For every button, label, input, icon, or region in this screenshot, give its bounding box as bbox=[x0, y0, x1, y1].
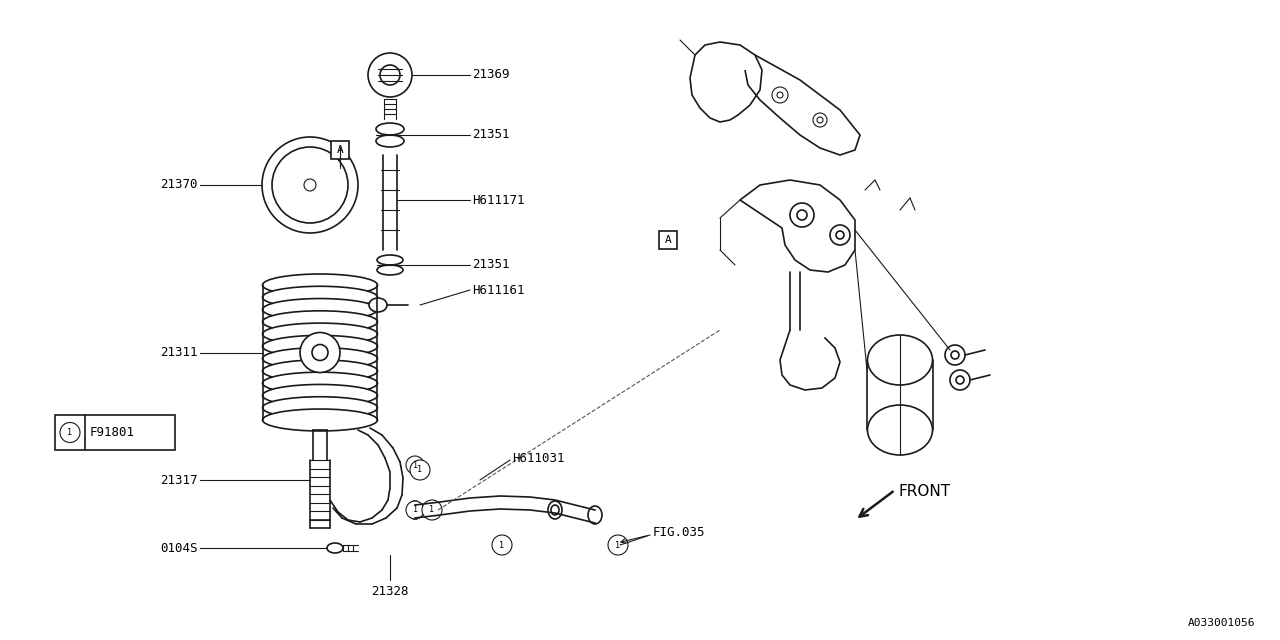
Circle shape bbox=[60, 422, 79, 442]
Text: 1: 1 bbox=[499, 541, 504, 550]
Text: 1: 1 bbox=[412, 506, 417, 515]
Text: FRONT: FRONT bbox=[899, 484, 950, 499]
Text: A: A bbox=[337, 145, 343, 155]
Ellipse shape bbox=[262, 335, 378, 357]
Text: H611171: H611171 bbox=[472, 193, 525, 207]
Circle shape bbox=[956, 376, 964, 384]
Polygon shape bbox=[740, 180, 855, 272]
Circle shape bbox=[813, 113, 827, 127]
Ellipse shape bbox=[411, 505, 419, 515]
Circle shape bbox=[262, 137, 358, 233]
Ellipse shape bbox=[369, 298, 387, 312]
Circle shape bbox=[777, 92, 783, 98]
Polygon shape bbox=[690, 42, 762, 122]
Ellipse shape bbox=[262, 385, 378, 406]
Text: 1: 1 bbox=[68, 428, 73, 437]
Ellipse shape bbox=[378, 255, 403, 265]
Circle shape bbox=[406, 501, 424, 519]
Circle shape bbox=[945, 345, 965, 365]
Ellipse shape bbox=[378, 265, 403, 275]
Circle shape bbox=[422, 500, 442, 520]
Ellipse shape bbox=[262, 372, 378, 394]
Circle shape bbox=[410, 460, 430, 480]
Circle shape bbox=[300, 333, 340, 372]
Bar bbox=[659, 231, 677, 249]
Text: 21370: 21370 bbox=[160, 179, 198, 191]
Text: A033001056: A033001056 bbox=[1188, 618, 1254, 628]
Ellipse shape bbox=[548, 501, 562, 519]
Circle shape bbox=[797, 210, 806, 220]
Ellipse shape bbox=[262, 409, 378, 431]
Text: H611031: H611031 bbox=[512, 451, 564, 465]
Ellipse shape bbox=[376, 123, 404, 135]
Ellipse shape bbox=[588, 506, 602, 524]
Ellipse shape bbox=[550, 505, 559, 515]
Circle shape bbox=[312, 344, 328, 360]
Text: 1: 1 bbox=[412, 461, 417, 470]
Circle shape bbox=[836, 231, 844, 239]
Circle shape bbox=[406, 456, 424, 474]
Circle shape bbox=[608, 535, 628, 555]
Circle shape bbox=[817, 117, 823, 123]
Circle shape bbox=[790, 203, 814, 227]
Ellipse shape bbox=[868, 335, 933, 385]
Ellipse shape bbox=[262, 274, 378, 296]
Circle shape bbox=[492, 535, 512, 555]
Ellipse shape bbox=[262, 360, 378, 382]
Circle shape bbox=[380, 65, 399, 85]
Text: F91801: F91801 bbox=[90, 426, 134, 439]
Circle shape bbox=[273, 147, 348, 223]
Ellipse shape bbox=[262, 286, 378, 308]
Text: 21311: 21311 bbox=[160, 346, 198, 359]
Ellipse shape bbox=[408, 501, 422, 519]
Circle shape bbox=[305, 179, 316, 191]
Text: 1: 1 bbox=[430, 506, 434, 515]
Text: 21351: 21351 bbox=[472, 259, 509, 271]
Ellipse shape bbox=[262, 298, 378, 321]
Ellipse shape bbox=[868, 405, 933, 455]
Text: FIG.035: FIG.035 bbox=[653, 525, 705, 538]
Text: 21369: 21369 bbox=[472, 68, 509, 81]
Ellipse shape bbox=[262, 348, 378, 370]
Bar bbox=[332, 141, 349, 159]
Text: 21351: 21351 bbox=[472, 129, 509, 141]
Ellipse shape bbox=[326, 543, 343, 553]
Text: 0104S: 0104S bbox=[160, 541, 198, 554]
Circle shape bbox=[829, 225, 850, 245]
Text: A: A bbox=[664, 235, 672, 245]
Circle shape bbox=[772, 87, 788, 103]
Bar bbox=[55, 415, 175, 450]
Text: 1: 1 bbox=[616, 541, 621, 550]
Text: 21317: 21317 bbox=[160, 474, 198, 486]
Ellipse shape bbox=[262, 311, 378, 333]
Circle shape bbox=[951, 351, 959, 359]
Ellipse shape bbox=[262, 397, 378, 419]
Ellipse shape bbox=[262, 323, 378, 345]
Ellipse shape bbox=[376, 135, 404, 147]
Text: 21328: 21328 bbox=[371, 585, 408, 598]
Circle shape bbox=[369, 53, 412, 97]
Text: H611161: H611161 bbox=[472, 284, 525, 296]
Circle shape bbox=[950, 370, 970, 390]
Text: 1: 1 bbox=[417, 465, 422, 474]
